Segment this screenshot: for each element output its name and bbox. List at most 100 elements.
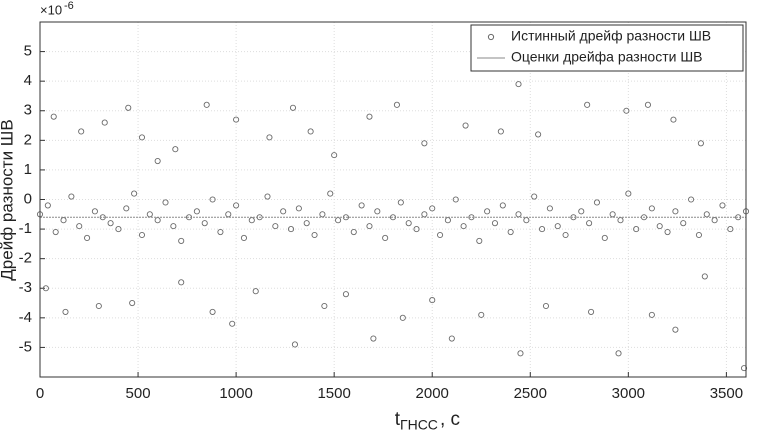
data-point bbox=[170, 223, 177, 230]
data-point bbox=[648, 311, 655, 318]
data-point bbox=[358, 202, 365, 209]
plot-frame bbox=[39, 21, 747, 378]
data-point bbox=[484, 208, 491, 215]
data-point bbox=[399, 314, 406, 321]
x-tick-label: 1500 bbox=[317, 385, 350, 402]
x-axis-label-sub: ГНСС bbox=[400, 417, 438, 433]
data-point bbox=[405, 220, 412, 227]
data-point bbox=[680, 220, 687, 227]
data-point bbox=[209, 308, 216, 315]
data-point bbox=[307, 128, 314, 135]
data-point bbox=[154, 157, 161, 165]
data-point bbox=[625, 190, 632, 197]
x-tick-label: 2500 bbox=[514, 385, 547, 402]
data-point bbox=[178, 279, 185, 286]
x-tick-label: 1000 bbox=[219, 385, 252, 402]
data-point bbox=[107, 220, 114, 227]
data-point bbox=[609, 211, 616, 218]
data-point bbox=[217, 228, 224, 236]
data-point bbox=[374, 208, 381, 215]
data-point bbox=[225, 211, 232, 218]
data-point bbox=[178, 237, 185, 244]
data-point bbox=[193, 208, 200, 215]
data-point bbox=[507, 228, 514, 236]
data-point bbox=[664, 228, 671, 236]
data-point bbox=[648, 205, 655, 212]
data-point bbox=[554, 223, 561, 230]
y-tick-label: -2 bbox=[19, 250, 32, 267]
data-point bbox=[538, 226, 546, 233]
x-axis-label-suffix: , с bbox=[440, 409, 460, 430]
data-point bbox=[584, 101, 591, 108]
data-point bbox=[593, 199, 601, 206]
data-point bbox=[233, 116, 240, 123]
exponent-power: -6 bbox=[64, 0, 74, 12]
data-point bbox=[42, 285, 49, 292]
data-point bbox=[289, 104, 297, 111]
data-point bbox=[138, 231, 146, 239]
y-tick-label: 5 bbox=[24, 43, 32, 60]
data-point bbox=[727, 226, 734, 233]
y-tick-label: -1 bbox=[19, 220, 32, 237]
data-point bbox=[535, 131, 542, 138]
data-point bbox=[68, 193, 75, 200]
data-point bbox=[623, 107, 630, 114]
data-point bbox=[287, 226, 295, 233]
data-point bbox=[670, 116, 677, 123]
legend-label: Истинный дрейф разности ШВ bbox=[511, 28, 711, 44]
x-axis-label: t bbox=[395, 409, 401, 430]
data-point bbox=[331, 152, 338, 159]
data-point bbox=[76, 223, 83, 230]
data-point bbox=[138, 134, 146, 141]
data-point bbox=[266, 134, 273, 141]
data-point bbox=[476, 237, 483, 244]
data-point bbox=[452, 196, 459, 203]
data-point bbox=[546, 205, 553, 212]
data-point bbox=[656, 223, 663, 230]
data-point bbox=[203, 101, 210, 108]
data-point bbox=[437, 231, 444, 239]
data-point bbox=[101, 119, 108, 126]
data-point bbox=[172, 146, 179, 153]
legend-marker bbox=[487, 33, 495, 41]
data-point bbox=[444, 217, 451, 224]
data-point bbox=[517, 350, 524, 357]
data-point bbox=[229, 320, 236, 327]
data-point bbox=[233, 202, 240, 209]
data-point bbox=[60, 217, 67, 224]
data-point bbox=[695, 231, 702, 239]
data-point bbox=[448, 335, 455, 342]
data-point bbox=[672, 326, 679, 333]
data-point bbox=[327, 190, 334, 197]
legend-box bbox=[470, 24, 744, 72]
data-point bbox=[491, 220, 499, 227]
data-point bbox=[478, 311, 485, 318]
data-point bbox=[62, 308, 69, 315]
data-point bbox=[468, 214, 475, 221]
data-point bbox=[125, 104, 132, 111]
data-point bbox=[740, 365, 748, 372]
data-point bbox=[462, 122, 469, 129]
data-point bbox=[429, 297, 436, 304]
data-point bbox=[295, 205, 302, 212]
data-point bbox=[570, 214, 577, 221]
data-point bbox=[497, 128, 504, 135]
data-point bbox=[311, 231, 318, 239]
data-point bbox=[366, 223, 373, 230]
data-point bbox=[697, 140, 704, 147]
data-point bbox=[342, 291, 349, 298]
data-point bbox=[688, 196, 695, 203]
data-point bbox=[615, 350, 622, 357]
data-point bbox=[272, 223, 279, 230]
y-tick-label: 2 bbox=[24, 131, 32, 148]
legend-label: Оценки дрейфа разности ШВ bbox=[511, 49, 703, 65]
data-point bbox=[303, 220, 310, 227]
data-point bbox=[531, 193, 538, 200]
y-tick-label: -5 bbox=[19, 338, 32, 355]
data-point bbox=[52, 228, 59, 236]
y-tick-label: 0 bbox=[24, 190, 32, 207]
data-point bbox=[601, 234, 608, 242]
data-point bbox=[280, 208, 287, 215]
data-point bbox=[209, 196, 216, 203]
